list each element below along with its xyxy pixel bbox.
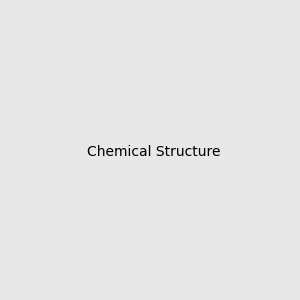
Text: Chemical Structure: Chemical Structure (87, 145, 220, 158)
